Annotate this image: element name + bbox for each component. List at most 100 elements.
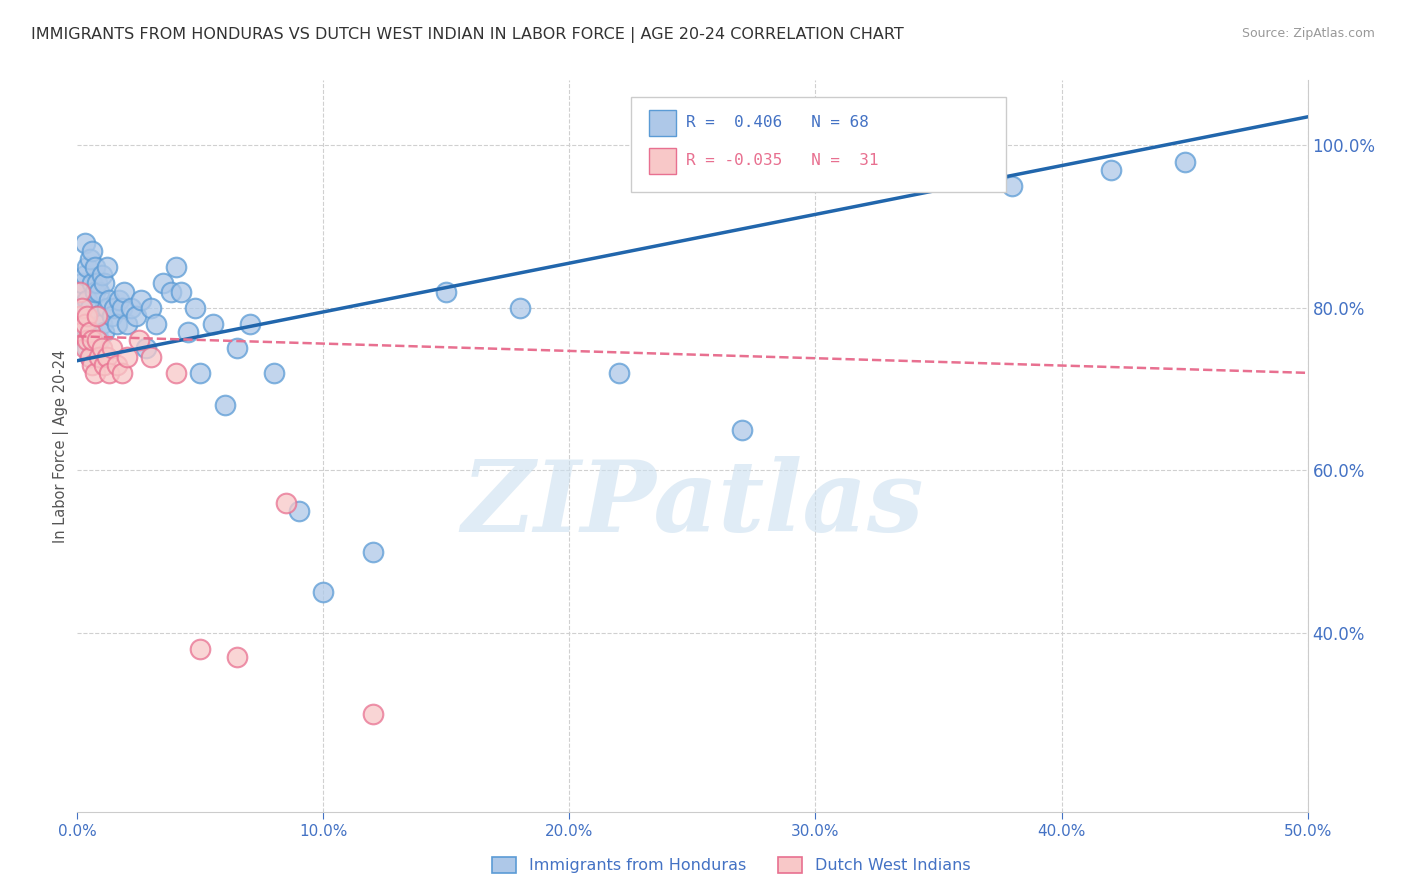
Point — [76, 260, 98, 275]
Point — [73, 317, 96, 331]
Point — [115, 350, 138, 364]
Point — [73, 235, 96, 250]
Point — [79, 325, 101, 339]
Point — [76, 309, 98, 323]
Point — [79, 301, 101, 315]
Point — [82, 244, 104, 258]
Point — [125, 309, 148, 323]
Point — [188, 642, 212, 657]
Point — [83, 285, 105, 299]
Point — [79, 252, 101, 266]
Point — [188, 366, 212, 380]
Point — [141, 301, 163, 315]
Point — [69, 309, 91, 323]
Point — [79, 350, 101, 364]
Point — [165, 260, 187, 275]
Bar — [650, 110, 676, 136]
Point — [98, 366, 121, 380]
Point — [70, 325, 93, 339]
Point — [69, 285, 91, 299]
Point — [509, 301, 531, 315]
Point — [101, 342, 124, 356]
Point — [76, 334, 98, 348]
Point — [1174, 154, 1197, 169]
Point — [70, 301, 93, 315]
Point — [135, 342, 157, 356]
Point — [79, 350, 101, 364]
Point — [69, 309, 91, 323]
Point — [239, 317, 262, 331]
Text: Source: ZipAtlas.com: Source: ZipAtlas.com — [1241, 27, 1375, 40]
Point — [361, 544, 384, 558]
Point — [90, 342, 114, 356]
Point — [288, 504, 311, 518]
Point — [82, 325, 104, 339]
Point — [201, 317, 224, 331]
Point — [1099, 162, 1122, 177]
Point — [129, 293, 153, 307]
Point — [607, 366, 630, 380]
Point — [96, 350, 118, 364]
Text: R =  0.406   N = 68: R = 0.406 N = 68 — [686, 115, 869, 130]
Point — [70, 277, 93, 291]
Point — [90, 268, 114, 283]
Point — [165, 366, 187, 380]
Point — [73, 268, 96, 283]
FancyBboxPatch shape — [631, 97, 1007, 192]
Point — [69, 285, 91, 299]
Point — [214, 398, 236, 412]
Point — [93, 325, 115, 339]
Point — [731, 423, 754, 437]
Point — [177, 325, 200, 339]
Point — [69, 325, 91, 339]
Point — [128, 334, 150, 348]
Point — [70, 301, 93, 315]
Point — [70, 317, 93, 331]
Legend: Immigrants from Honduras, Dutch West Indians: Immigrants from Honduras, Dutch West Ind… — [485, 850, 977, 880]
Y-axis label: In Labor Force | Age 20-24: In Labor Force | Age 20-24 — [53, 350, 69, 542]
Point — [76, 342, 98, 356]
Point — [101, 309, 124, 323]
Point — [93, 358, 115, 372]
Point — [103, 301, 125, 315]
Point — [82, 358, 104, 372]
Point — [121, 301, 143, 315]
Point — [361, 707, 384, 722]
Point — [86, 309, 108, 323]
Point — [89, 285, 111, 299]
Point — [1001, 178, 1024, 193]
Point — [276, 496, 298, 510]
Point — [89, 334, 111, 348]
Point — [108, 293, 131, 307]
Point — [170, 285, 193, 299]
Point — [226, 650, 249, 665]
Point — [105, 317, 128, 331]
Point — [86, 277, 108, 291]
Point — [89, 350, 111, 364]
Point — [226, 342, 249, 356]
Point — [82, 334, 104, 348]
Point — [160, 285, 183, 299]
Point — [82, 277, 104, 291]
Point — [98, 293, 121, 307]
Point — [96, 260, 118, 275]
Point — [184, 301, 207, 315]
Point — [93, 277, 115, 291]
Point — [141, 350, 163, 364]
Point — [312, 585, 335, 599]
Point — [436, 285, 458, 299]
Point — [83, 366, 105, 380]
Point — [145, 317, 167, 331]
Point — [83, 260, 105, 275]
Text: R = -0.035   N =  31: R = -0.035 N = 31 — [686, 153, 879, 169]
Point — [111, 301, 132, 315]
Point — [152, 277, 174, 291]
Point — [90, 317, 114, 331]
Point — [263, 366, 285, 380]
Point — [112, 285, 135, 299]
Point — [115, 317, 138, 331]
Point — [73, 342, 96, 356]
Bar — [650, 147, 676, 174]
Point — [96, 301, 118, 315]
Point — [76, 293, 98, 307]
